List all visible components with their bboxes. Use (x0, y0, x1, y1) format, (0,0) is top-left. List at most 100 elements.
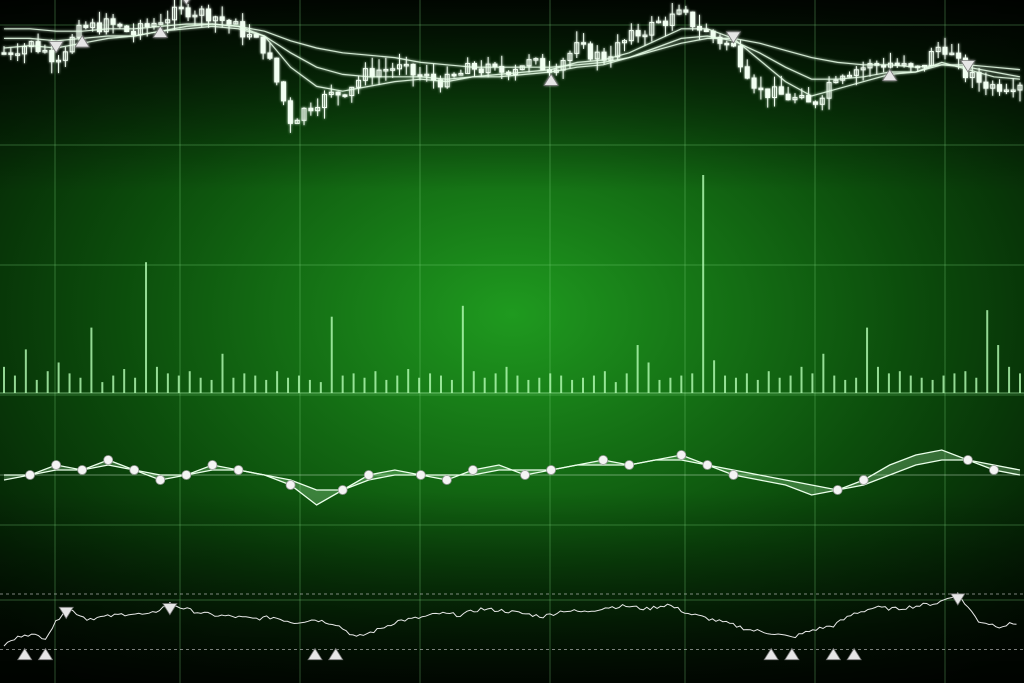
candle-body (356, 79, 362, 88)
volume-bar (254, 375, 257, 393)
candle-body (512, 69, 518, 75)
candle-body (42, 50, 48, 53)
candle-body (778, 86, 784, 95)
buy-marker (74, 35, 90, 48)
oscillator-line-2 (4, 459, 1021, 491)
candle-body (158, 22, 164, 25)
candle-body (772, 86, 778, 99)
candle-body (131, 31, 137, 36)
volume-bar (997, 345, 1000, 393)
volume-bar (352, 373, 355, 393)
volume-bar (461, 305, 464, 393)
candle-body (615, 42, 621, 58)
candle-body (853, 69, 859, 76)
candle-body (792, 97, 798, 101)
sell-marker (58, 606, 74, 620)
volume-bar (123, 369, 126, 393)
candle-body (321, 93, 327, 108)
candle-body (362, 68, 368, 81)
moving-average-line-3 (3, 23, 1021, 97)
candle-body (622, 40, 628, 44)
candle-body (819, 97, 825, 105)
candle-body (267, 52, 273, 59)
buy-marker (763, 647, 779, 661)
candle-body (1017, 84, 1023, 91)
volume-bar (571, 379, 574, 393)
candle-body (15, 53, 21, 56)
volume-bar (46, 371, 49, 393)
volume-bar (429, 373, 432, 393)
volume-bar (931, 379, 934, 393)
candle-body (1010, 89, 1016, 93)
candle-body (185, 7, 191, 18)
candle-body (983, 81, 989, 89)
volume-bar (68, 373, 71, 393)
volume-bar (450, 379, 453, 393)
candle-body (206, 8, 212, 22)
volume-bar (636, 345, 639, 393)
candle-body (349, 86, 355, 97)
candle-body (785, 93, 791, 101)
candle-body (56, 59, 62, 63)
indicator-panel (0, 592, 1024, 661)
candle-body (976, 72, 982, 83)
candle-body (717, 36, 723, 44)
candle-body (574, 42, 580, 54)
candle-body (28, 41, 34, 48)
candle-body (431, 73, 437, 81)
candle-body (997, 84, 1003, 92)
volume-bar (112, 375, 115, 393)
crossover-marker (989, 465, 999, 475)
candle-body (83, 24, 89, 28)
candle-body (751, 77, 757, 89)
volume-bar (582, 377, 585, 393)
volume-bar (767, 371, 770, 393)
volume-bar (265, 379, 268, 393)
volume-bar (134, 377, 137, 393)
volume-panel (0, 175, 1024, 394)
crossover-marker (546, 465, 556, 475)
volume-bar (90, 327, 93, 393)
volume-bar (964, 371, 967, 393)
sell-marker (48, 41, 64, 54)
volume-bar (210, 379, 213, 393)
candle-body (833, 79, 839, 84)
volume-bar (614, 382, 617, 393)
volume-bar (483, 377, 486, 393)
volume-bar (756, 379, 759, 393)
candle-body (683, 9, 689, 13)
volume-bar (811, 373, 814, 393)
candle-body (703, 29, 709, 33)
candle-body (649, 21, 655, 36)
crossover-marker (337, 485, 348, 495)
candle-body (758, 87, 764, 91)
volume-bar (625, 373, 628, 393)
candle-body (642, 34, 648, 38)
candle-body (465, 62, 471, 74)
candle-body (942, 46, 948, 55)
volume-bar (833, 375, 836, 393)
candle-body (731, 42, 737, 47)
volume-bar (13, 375, 16, 393)
candle-body (628, 30, 634, 42)
price-panel (1, 0, 1023, 133)
candle-body (396, 64, 402, 70)
candle-body (799, 95, 805, 99)
candle-body (990, 84, 996, 89)
volume-bar (243, 373, 246, 393)
volume-bar (24, 349, 27, 393)
crossover-marker (25, 470, 35, 480)
crossover-marker (103, 455, 114, 465)
volume-bar (1019, 373, 1021, 393)
crossover-marker (207, 460, 218, 470)
candle-body (737, 45, 743, 68)
volume-bar (898, 371, 901, 393)
moving-average-line-2 (4, 25, 1021, 80)
volume-bar (330, 316, 333, 393)
oscillator-panel (0, 449, 1024, 506)
candle-body (478, 68, 484, 74)
crossover-marker (181, 470, 192, 480)
sell-marker (960, 60, 976, 73)
candle-body (110, 18, 116, 25)
